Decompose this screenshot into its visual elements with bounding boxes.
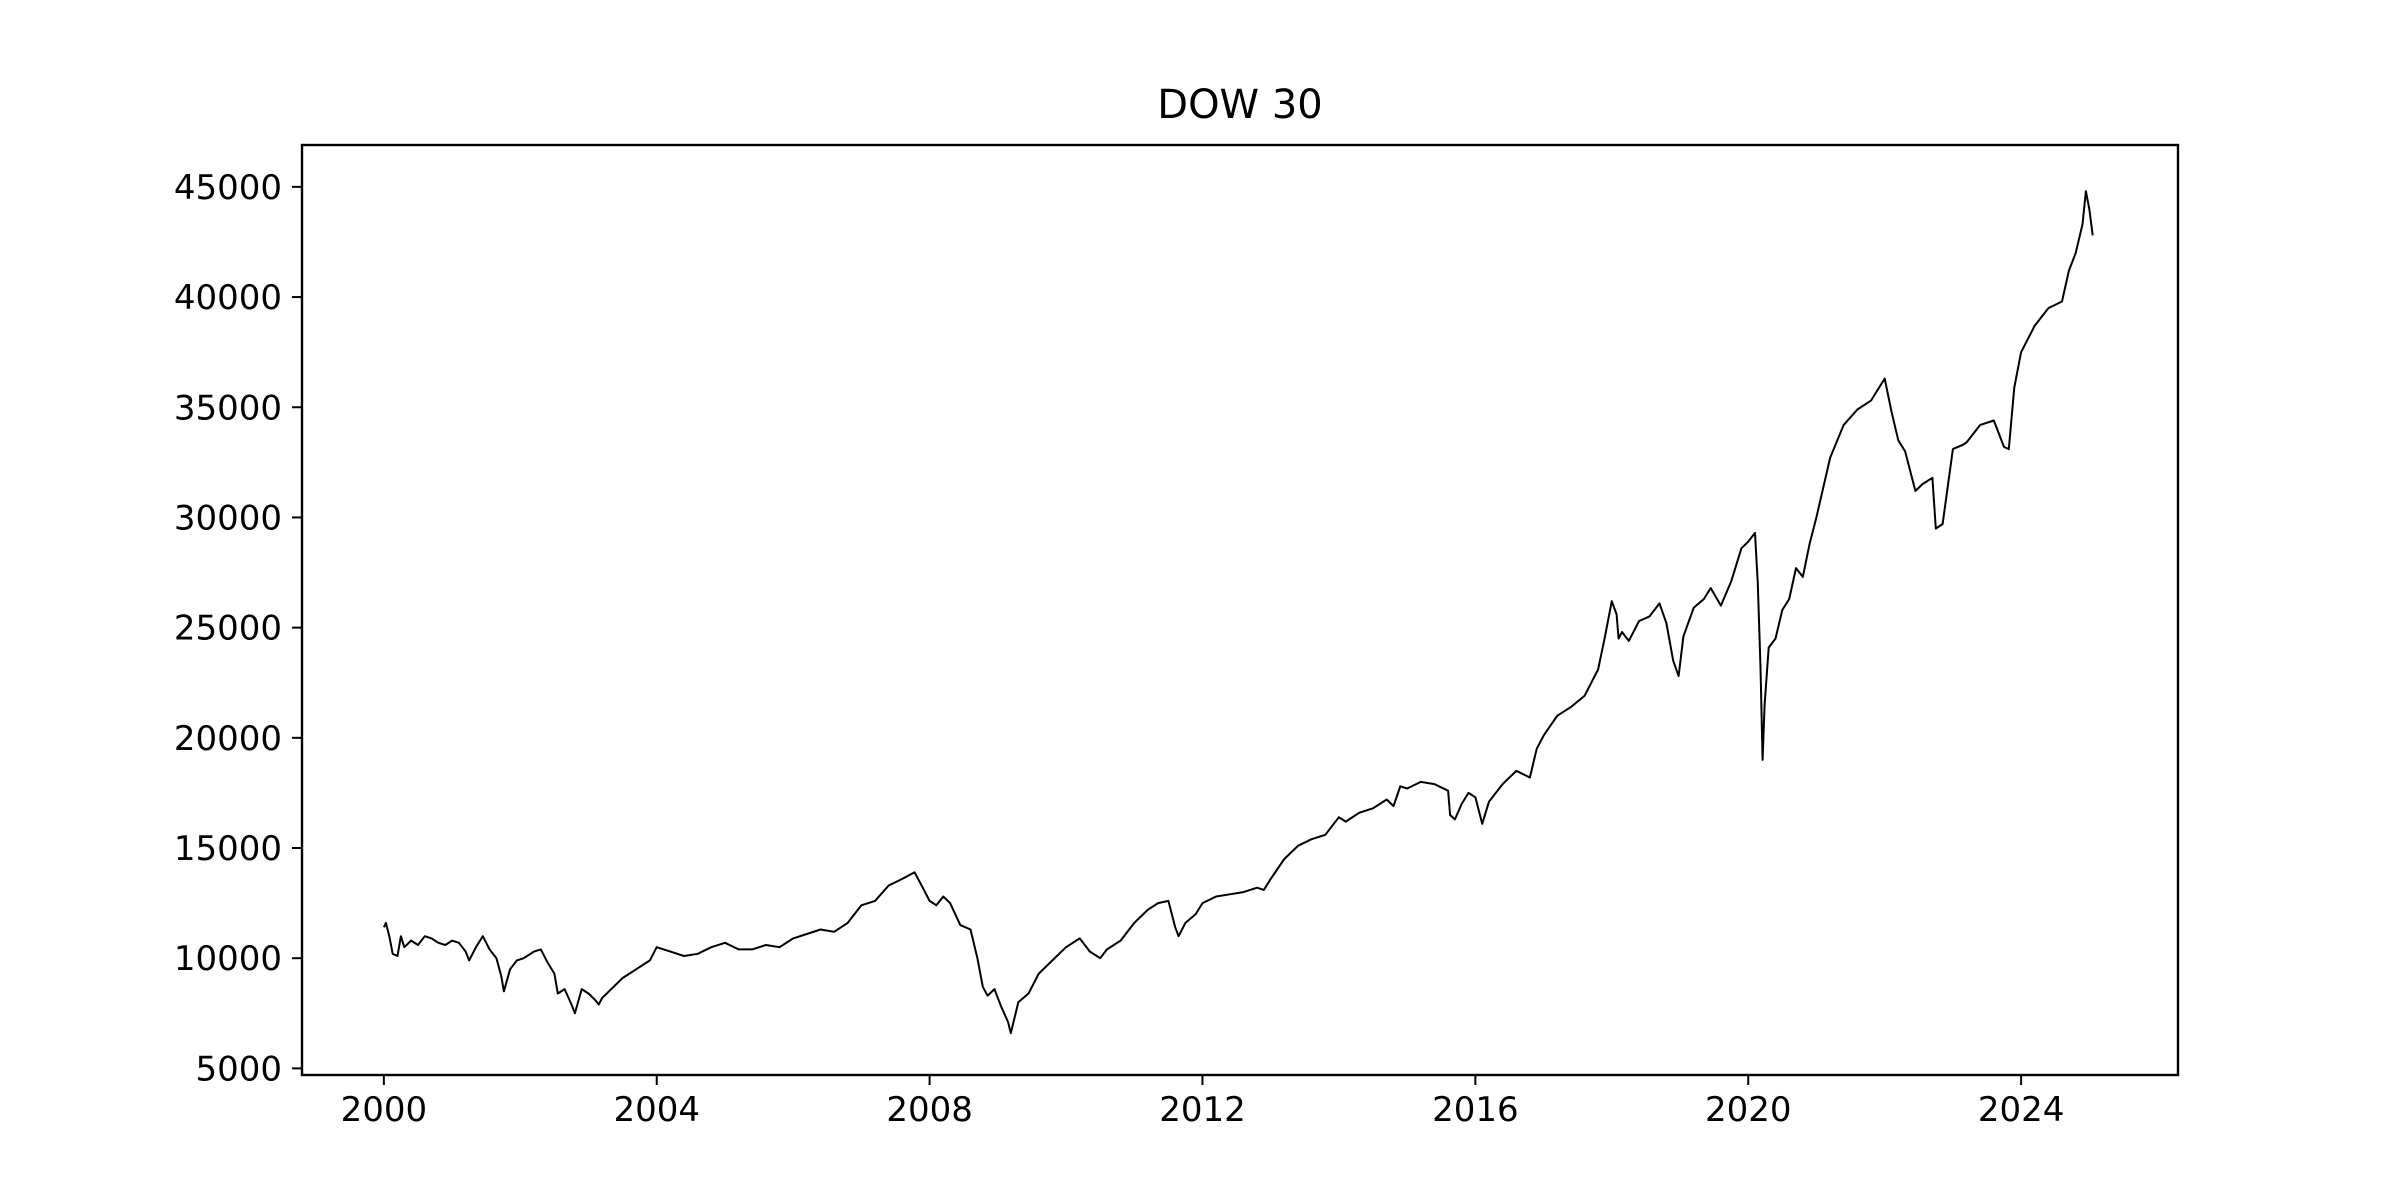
y-tick-label: 45000 xyxy=(174,168,282,208)
x-tick-label: 2024 xyxy=(1978,1090,2065,1130)
y-tick-label: 15000 xyxy=(174,829,282,869)
x-tick-label: 2016 xyxy=(1432,1090,1519,1130)
plot-area-frame xyxy=(300,143,2180,1077)
y-axis: 5000 10000 15000 20000 25000 30000 35000 40000 4… xyxy=(174,168,302,1089)
x-tick-label: 2008 xyxy=(886,1090,973,1130)
y-tick-label: 25000 xyxy=(174,609,282,649)
x-tick-label: 2020 xyxy=(1705,1090,1792,1130)
y-tick-label: 35000 xyxy=(174,388,282,428)
series-layer xyxy=(382,190,2094,1035)
x-tick-label: 2000 xyxy=(341,1090,428,1130)
y-tick-label: 40000 xyxy=(174,278,282,318)
series-line-0 xyxy=(382,190,2094,1035)
x-tick-label: 2012 xyxy=(1159,1090,1246,1130)
y-tick-label: 20000 xyxy=(174,719,282,759)
x-axis: 2000 2004 2008 2012 2016 2020 2024 xyxy=(341,1075,2065,1130)
y-tick-label: 30000 xyxy=(174,498,282,538)
y-tick-label: 5000 xyxy=(195,1049,282,1089)
y-tick-label: 10000 xyxy=(174,939,282,979)
chart-title: DOW 30 xyxy=(1157,82,1322,128)
x-tick-label: 2004 xyxy=(613,1090,700,1130)
